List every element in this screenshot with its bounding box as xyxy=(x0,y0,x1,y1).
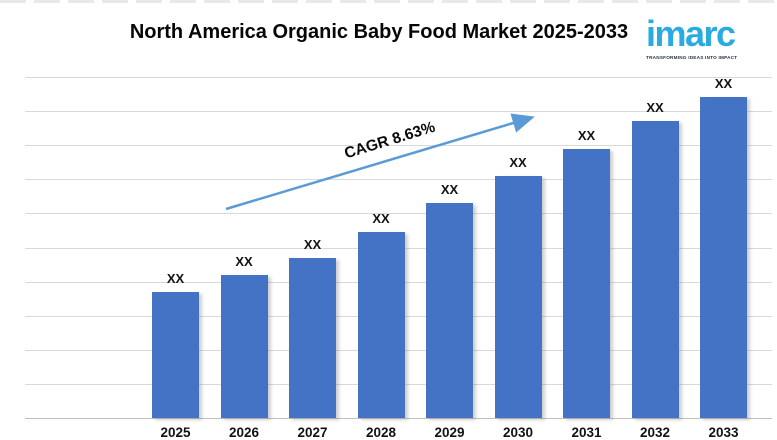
gridline xyxy=(25,179,772,180)
bar-slot-2028: XX 2028 xyxy=(357,77,405,440)
bar-value-label-2033: XX xyxy=(714,76,733,91)
x-axis-label-2033: 2033 xyxy=(708,425,739,440)
gridline xyxy=(25,77,772,78)
bar-2031 xyxy=(563,149,610,418)
bar-value-label-2031: XX xyxy=(577,128,596,143)
bar-value-label-2029: XX xyxy=(440,182,459,197)
bar-2033 xyxy=(700,97,747,418)
bar-2026 xyxy=(220,275,268,418)
bar-slot-2025: XX 2025 xyxy=(152,77,199,440)
bar-2028 xyxy=(357,232,405,418)
bar-value-label-2025: XX xyxy=(166,271,185,286)
bar-slot-2031: XX 2031 xyxy=(563,77,610,440)
gridline xyxy=(25,111,772,112)
x-axis-label-2032: 2032 xyxy=(639,425,671,440)
gridline xyxy=(25,145,772,146)
bar-slot-2027: XX 2027 xyxy=(289,77,336,440)
x-axis-label-2026: 2026 xyxy=(228,425,260,440)
x-axis-label-2030: 2030 xyxy=(502,425,534,440)
x-axis-line xyxy=(25,418,772,419)
imarc-logo-tagline: TRANSFORMING IDEAS INTO IMPACT xyxy=(646,55,738,61)
bar-chart: XX 2025 XX 2026 XX 2027 XX 2028 XX 2029 XX 2030 XX 20… xyxy=(25,76,772,440)
bar-slot-2026: XX 2026 xyxy=(220,77,268,440)
x-axis-label-2027: 2027 xyxy=(297,425,328,440)
imarc-logo-wordmark: imarc xyxy=(646,13,736,54)
top-edge-strip xyxy=(0,0,777,3)
bar-slot-2033: XX 2033 xyxy=(700,76,747,440)
x-axis-label-2025: 2025 xyxy=(160,425,191,440)
bar-2027 xyxy=(289,258,336,418)
bar-value-label-2027: XX xyxy=(303,237,322,252)
bar-value-label-2032: XX xyxy=(646,100,664,115)
cagr-trend-arrow xyxy=(225,113,535,211)
x-axis-label-2029: 2029 xyxy=(434,425,465,440)
bar-value-label-2026: XX xyxy=(235,254,253,269)
page-title: North America Organic Baby Food Market 2… xyxy=(129,21,629,43)
gridline xyxy=(25,213,772,214)
bar-2025 xyxy=(152,292,199,418)
bar-value-label-2030: XX xyxy=(509,155,527,170)
bar-slot-2030: XX 2030 xyxy=(494,77,542,440)
bar-slot-2032: XX 2032 xyxy=(631,77,679,440)
bar-2029 xyxy=(426,203,473,418)
x-axis-label-2028: 2028 xyxy=(365,425,397,440)
bar-2030 xyxy=(494,176,542,418)
imarc-logo: imarc TRANSFORMING IDEAS INTO IMPACT xyxy=(646,14,756,64)
bar-value-label-2028: XX xyxy=(372,211,390,226)
bar-2032 xyxy=(631,121,679,418)
bar-slot-2029: XX 2029 xyxy=(426,77,473,440)
x-axis-label-2031: 2031 xyxy=(571,425,602,440)
